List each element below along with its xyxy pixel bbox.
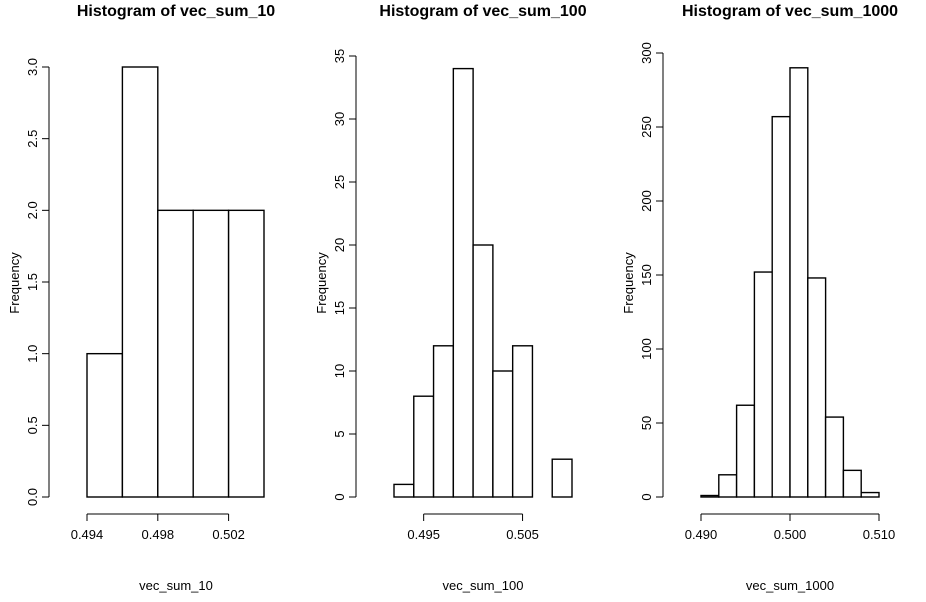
y-tick-label: 15 [332, 301, 347, 315]
histogram-bar [192, 209, 230, 498]
histogram-bar [718, 474, 738, 498]
y-tick-label: 2.0 [25, 201, 40, 219]
y-axis-label: Frequency [621, 252, 636, 314]
y-tick-label: 50 [639, 416, 654, 430]
y-axis-label: Frequency [314, 252, 329, 314]
histogram-bar [393, 483, 415, 498]
y-tick-label: 10 [332, 364, 347, 378]
y-tick-label: 35 [332, 49, 347, 63]
y-tick-label: 0.0 [25, 488, 40, 506]
histogram-bar [157, 209, 194, 498]
y-axis-label: Frequency [7, 252, 22, 314]
x-tick-label: 0.498 [142, 527, 175, 542]
histogram-bar [700, 494, 720, 498]
histogram-bar [789, 67, 809, 498]
x-tick-label: 0.510 [863, 527, 896, 542]
histogram-bar [511, 345, 534, 498]
histogram-bar [452, 67, 474, 498]
histogram-bar [492, 370, 514, 498]
y-tick-label: 200 [639, 190, 654, 212]
y-tick-label: 0.5 [25, 416, 40, 434]
y-tick-label: 300 [639, 42, 654, 64]
histogram-bar [735, 404, 756, 498]
chart-title: Histogram of vec_sum_100 [379, 3, 586, 20]
histogram-bar [121, 66, 159, 498]
x-axis-label: vec_sum_100 [443, 578, 524, 593]
histogram-bar [86, 352, 124, 498]
histogram-bar [771, 115, 791, 498]
x-tick-label: 0.495 [407, 527, 440, 542]
histogram-panel-vec-sum-100: Histogram of vec_sum_100 vec_sum_100 Fre… [314, 3, 587, 593]
y-tick-label: 100 [639, 338, 654, 360]
y-tick-label: 3.0 [25, 58, 40, 76]
y-tick-label: 1.5 [25, 273, 40, 291]
y-tick-label: 150 [639, 264, 654, 286]
histogram-bar [842, 469, 862, 498]
histogram-bar [824, 416, 845, 498]
histogram-bar [227, 209, 265, 498]
x-axis-label: vec_sum_1000 [746, 578, 834, 593]
x-axis-label: vec_sum_10 [139, 578, 213, 593]
chart-title: Histogram of vec_sum_10 [77, 3, 275, 20]
histogram-bar [413, 395, 435, 498]
chart-title: Histogram of vec_sum_1000 [682, 3, 898, 20]
histogram-panel-vec-sum-10: Histogram of vec_sum_10 vec_sum_10 Frequ… [7, 3, 275, 593]
histogram-bar [432, 345, 455, 498]
y-tick-label: 2.5 [25, 130, 40, 148]
histogram-bar [753, 271, 773, 498]
x-tick-label: 0.500 [774, 527, 807, 542]
y-tick-label: 30 [332, 112, 347, 126]
y-tick-label: 0 [639, 493, 654, 500]
histogram-bar [807, 277, 827, 498]
histogram-bar [472, 244, 494, 498]
x-tick-label: 0.494 [71, 527, 104, 542]
histogram-bar [551, 458, 573, 498]
histogram-panel-vec-sum-1000: Histogram of vec_sum_1000 vec_sum_1000 F… [621, 3, 898, 593]
y-tick-label: 1.0 [25, 345, 40, 363]
x-tick-label: 0.502 [212, 527, 245, 542]
x-tick-label: 0.490 [685, 527, 718, 542]
y-tick-label: 0 [332, 493, 347, 500]
y-tick-label: 20 [332, 238, 347, 252]
y-tick-label: 250 [639, 116, 654, 138]
y-tick-label: 5 [332, 430, 347, 437]
histogram-bar [860, 491, 880, 498]
x-tick-label: 0.505 [506, 527, 539, 542]
y-tick-label: 25 [332, 175, 347, 189]
